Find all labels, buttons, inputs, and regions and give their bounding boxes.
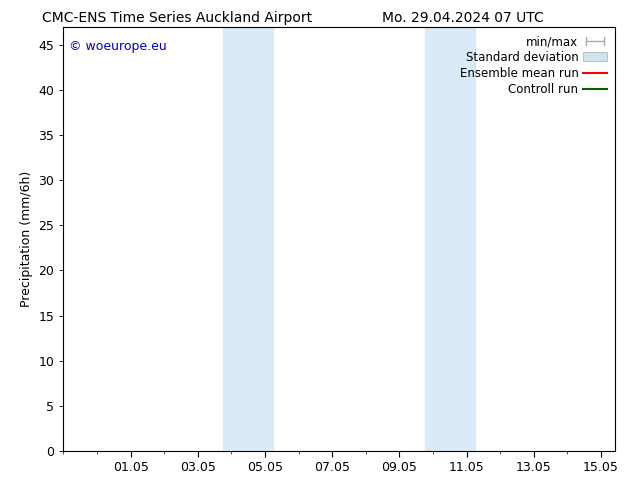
Text: © woeurope.eu: © woeurope.eu xyxy=(69,40,167,52)
Bar xyxy=(425,27,475,451)
Y-axis label: Precipitation (mm/6h): Precipitation (mm/6h) xyxy=(20,171,33,307)
Bar xyxy=(223,27,273,451)
Legend: min/max, Standard deviation, Ensemble mean run, Controll run: min/max, Standard deviation, Ensemble me… xyxy=(457,33,609,98)
Text: Mo. 29.04.2024 07 UTC: Mo. 29.04.2024 07 UTC xyxy=(382,11,544,25)
Text: CMC-ENS Time Series Auckland Airport: CMC-ENS Time Series Auckland Airport xyxy=(42,11,313,25)
